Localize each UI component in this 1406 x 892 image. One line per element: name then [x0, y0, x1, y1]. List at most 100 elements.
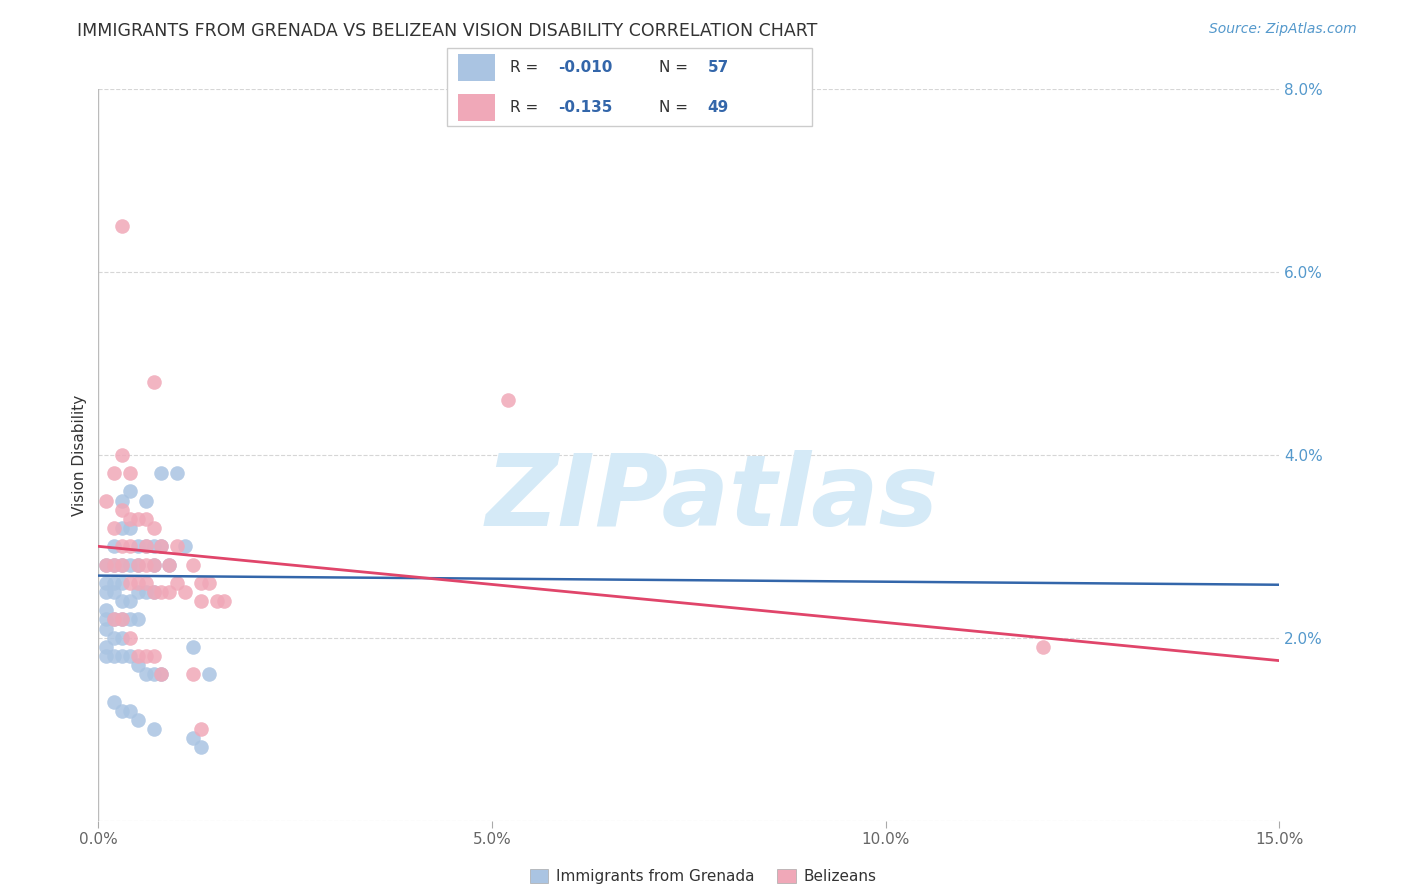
- Point: [103, 613, 125, 627]
- Point: [111, 493, 134, 508]
- Point: [111, 613, 134, 627]
- Text: Source: ZipAtlas.com: Source: ZipAtlas.com: [1209, 22, 1357, 37]
- Point: [118, 594, 141, 608]
- Text: -0.135: -0.135: [558, 100, 613, 115]
- Point: [135, 649, 157, 664]
- Point: [103, 631, 125, 645]
- Point: [174, 539, 197, 553]
- Text: IMMIGRANTS FROM GRENADA VS BELIZEAN VISION DISABILITY CORRELATION CHART: IMMIGRANTS FROM GRENADA VS BELIZEAN VISI…: [77, 22, 818, 40]
- Point: [111, 558, 134, 572]
- Point: [190, 594, 212, 608]
- Point: [214, 594, 236, 608]
- Point: [118, 613, 141, 627]
- Point: [190, 740, 212, 755]
- Text: N =: N =: [659, 100, 693, 115]
- Point: [142, 723, 165, 737]
- Text: N =: N =: [659, 60, 693, 75]
- Point: [103, 558, 125, 572]
- Point: [127, 558, 149, 572]
- Point: [150, 667, 173, 681]
- Point: [127, 512, 149, 526]
- Point: [205, 594, 228, 608]
- Point: [150, 467, 173, 481]
- Point: [135, 512, 157, 526]
- Point: [118, 704, 141, 718]
- Point: [111, 558, 134, 572]
- Point: [157, 585, 180, 599]
- Point: [197, 667, 219, 681]
- Point: [118, 521, 141, 535]
- Point: [103, 521, 125, 535]
- Point: [111, 576, 134, 591]
- Point: [190, 723, 212, 737]
- Point: [166, 576, 188, 591]
- Point: [142, 375, 165, 389]
- Text: -0.010: -0.010: [558, 60, 613, 75]
- Point: [118, 558, 141, 572]
- Point: [127, 585, 149, 599]
- Point: [1032, 640, 1054, 654]
- Point: [96, 649, 118, 664]
- Point: [496, 393, 519, 408]
- Point: [111, 448, 134, 462]
- Text: 49: 49: [707, 100, 728, 115]
- Point: [190, 576, 212, 591]
- Point: [142, 667, 165, 681]
- Point: [127, 539, 149, 553]
- Point: [111, 521, 134, 535]
- Point: [111, 704, 134, 718]
- Point: [142, 539, 165, 553]
- Point: [127, 558, 149, 572]
- Point: [181, 667, 204, 681]
- Point: [157, 558, 180, 572]
- Text: R =: R =: [510, 100, 543, 115]
- Point: [111, 503, 134, 517]
- Point: [150, 667, 173, 681]
- Point: [103, 467, 125, 481]
- Point: [157, 558, 180, 572]
- Point: [142, 585, 165, 599]
- Point: [127, 713, 149, 727]
- Point: [135, 539, 157, 553]
- Point: [127, 576, 149, 591]
- Point: [111, 649, 134, 664]
- Point: [118, 512, 141, 526]
- Point: [142, 558, 165, 572]
- Point: [135, 576, 157, 591]
- Point: [135, 539, 157, 553]
- Point: [166, 467, 188, 481]
- Point: [174, 585, 197, 599]
- Point: [118, 576, 141, 591]
- Point: [127, 658, 149, 673]
- Point: [96, 558, 118, 572]
- Point: [96, 576, 118, 591]
- Point: [111, 219, 134, 234]
- Point: [96, 493, 118, 508]
- Point: [166, 539, 188, 553]
- Point: [118, 649, 141, 664]
- Y-axis label: Vision Disability: Vision Disability: [72, 394, 87, 516]
- Point: [181, 558, 204, 572]
- Point: [111, 631, 134, 645]
- Point: [103, 576, 125, 591]
- FancyBboxPatch shape: [458, 94, 495, 120]
- Point: [103, 649, 125, 664]
- Point: [103, 613, 125, 627]
- Point: [142, 649, 165, 664]
- FancyBboxPatch shape: [458, 54, 495, 81]
- Text: ZIPatlas: ZIPatlas: [486, 450, 939, 548]
- Point: [127, 649, 149, 664]
- Legend: Immigrants from Grenada, Belizeans: Immigrants from Grenada, Belizeans: [530, 870, 876, 884]
- Point: [111, 613, 134, 627]
- Point: [118, 539, 141, 553]
- Point: [142, 558, 165, 572]
- Text: 57: 57: [707, 60, 728, 75]
- Point: [103, 585, 125, 599]
- Point: [103, 558, 125, 572]
- Text: R =: R =: [510, 60, 543, 75]
- Point: [142, 521, 165, 535]
- FancyBboxPatch shape: [447, 48, 811, 126]
- Point: [135, 493, 157, 508]
- Point: [135, 667, 157, 681]
- Point: [127, 613, 149, 627]
